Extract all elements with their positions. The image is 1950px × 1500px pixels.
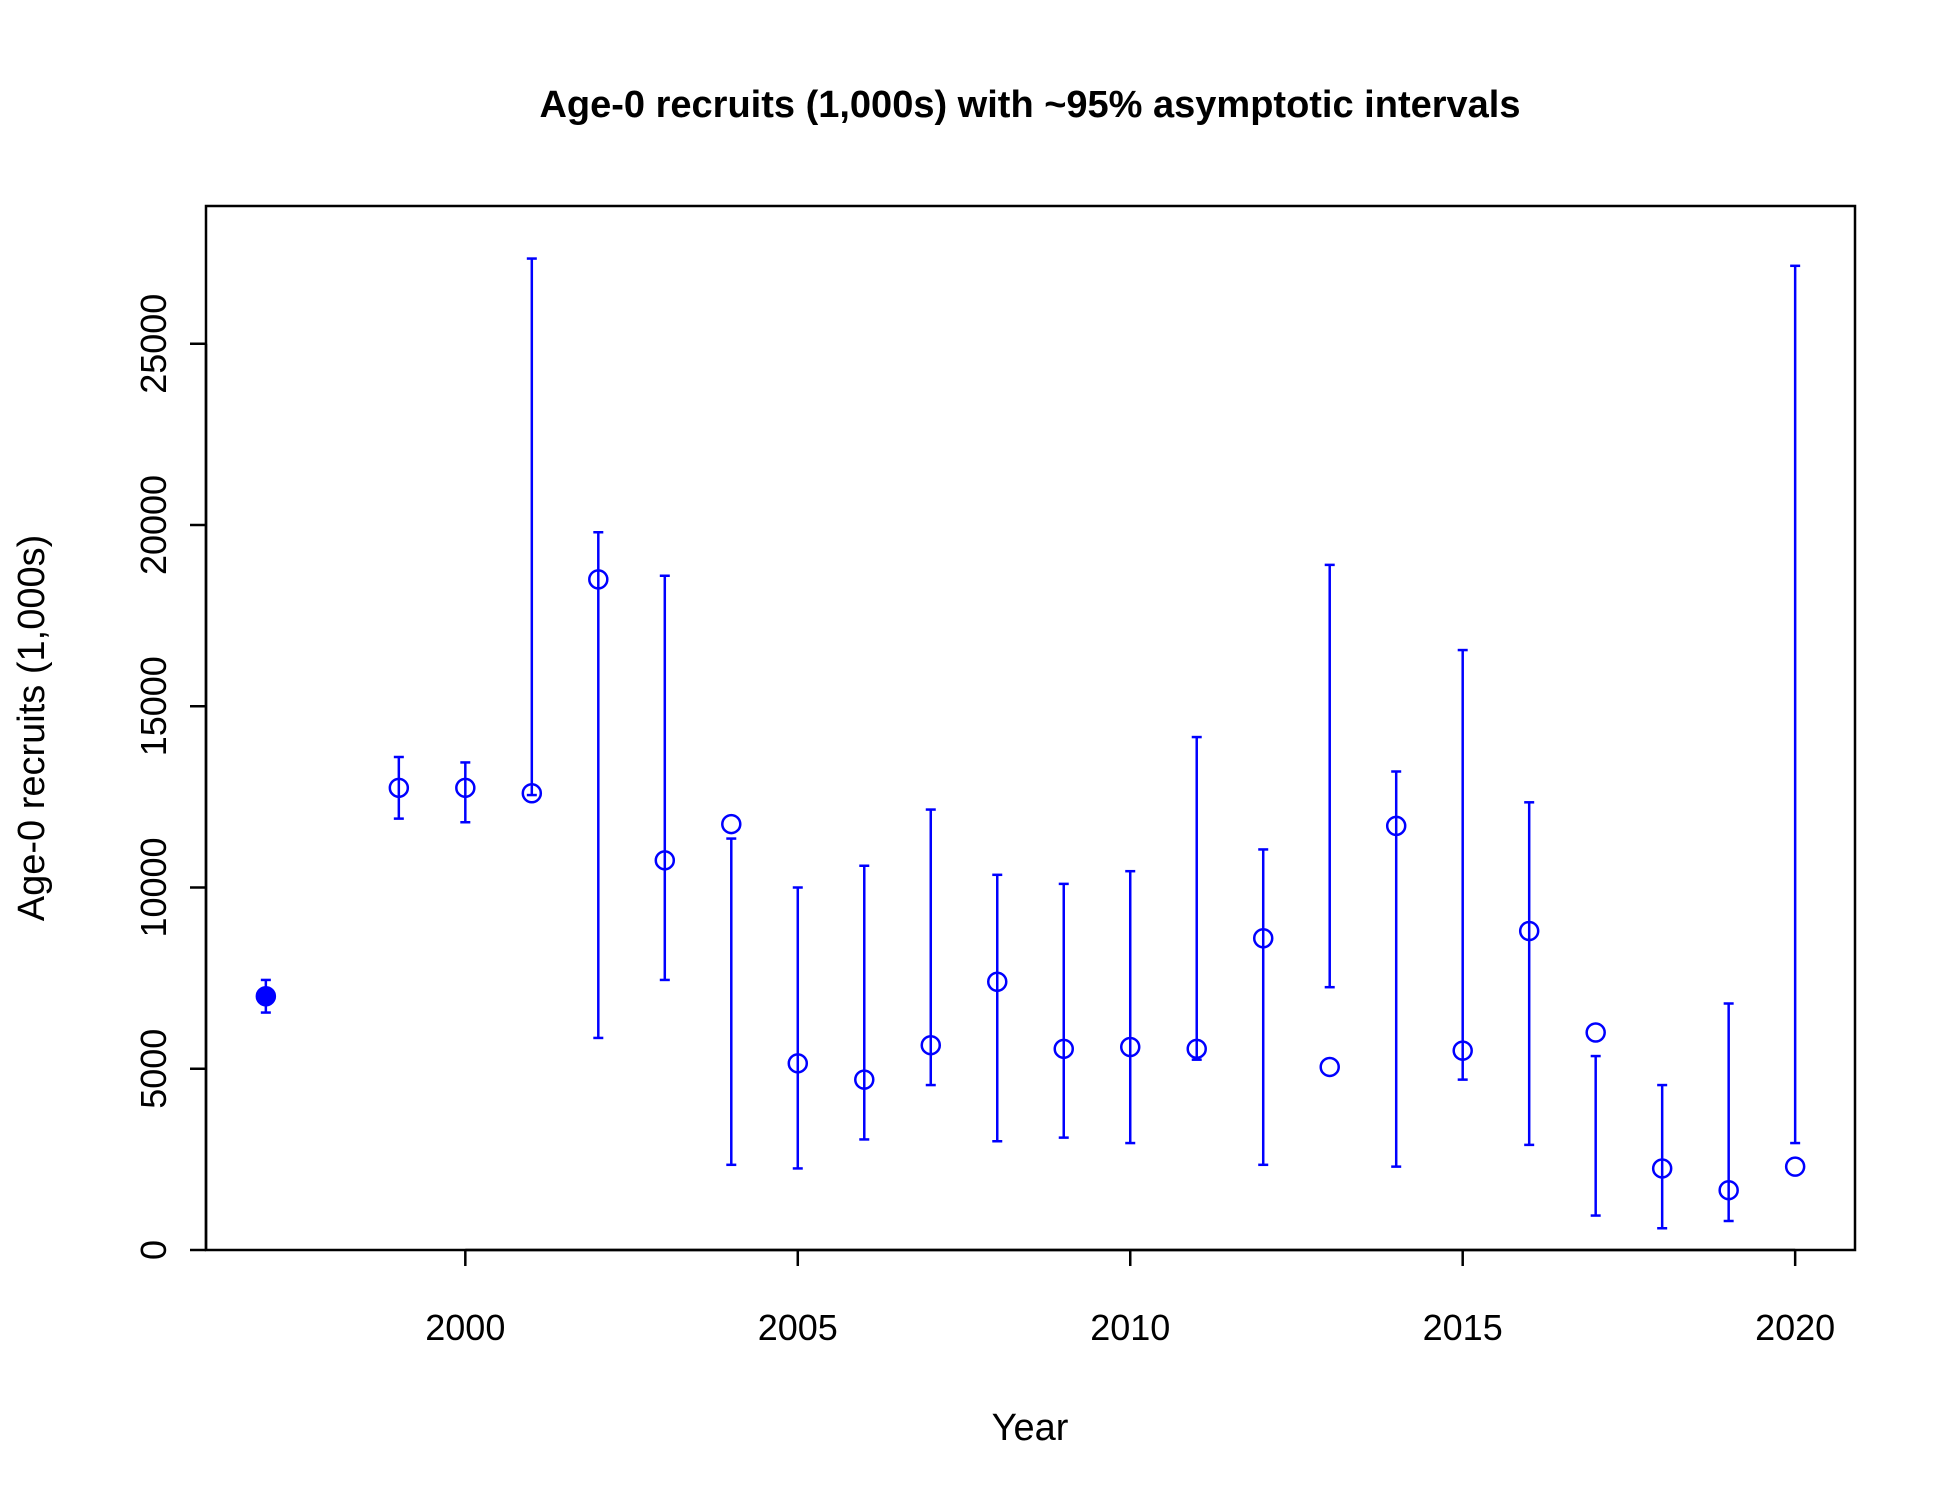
y-tick-label-10000: 10000 [133, 837, 174, 937]
y-tick-label-25000: 25000 [133, 294, 174, 394]
point-1999 [388, 777, 410, 799]
x-tick-label-2015: 2015 [1423, 1307, 1503, 1348]
point-2004 [721, 813, 742, 835]
point-2007 [920, 1034, 942, 1056]
point-2012 [1252, 928, 1274, 949]
y-axis-label: Age-0 recruits (1,000s) [11, 535, 53, 922]
x-tick-label-2005: 2005 [758, 1307, 838, 1348]
x-tick-label-2010: 2010 [1090, 1307, 1170, 1348]
point-2010 [1119, 1036, 1141, 1058]
y-tick-label-0: 0 [133, 1240, 174, 1260]
y-axis: 0 5000 10000 15000 20000 25000 [133, 294, 208, 1260]
point-2005 [787, 1053, 809, 1074]
x-tick-label-2020: 2020 [1755, 1307, 1835, 1348]
plot-frame [204, 204, 1857, 1252]
chart-title: Age-0 recruits (1,000s) with ~95% asympt… [539, 84, 1520, 126]
x-axis-label: Year [992, 1407, 1069, 1449]
point-2017 [1585, 1022, 1606, 1043]
x-tick-label-2000: 2000 [425, 1307, 505, 1348]
point-2014 [1385, 815, 1407, 837]
point-2003 [654, 850, 676, 871]
point-2015 [1452, 1040, 1473, 1061]
point-2018 [1651, 1158, 1673, 1179]
point-2006 [854, 1069, 875, 1090]
y-tick-label-5000: 5000 [133, 1029, 174, 1109]
point-2002 [588, 569, 609, 590]
point-2013 [1319, 1056, 1340, 1078]
point-2000 [455, 777, 476, 799]
y-tick-label-15000: 15000 [133, 656, 174, 756]
point-2016 [1518, 920, 1540, 942]
point-2008 [987, 971, 1008, 992]
point-2020 [1784, 1156, 1806, 1177]
recruits-series [255, 257, 1806, 1230]
point-2001 [521, 783, 543, 804]
point-1997 [255, 986, 277, 1007]
point-2009 [1053, 1038, 1074, 1060]
x-axis: 2000 2005 2010 2015 2020 [425, 1248, 1835, 1348]
point-2011 [1186, 1038, 1207, 1060]
y-tick-label-20000: 20000 [133, 475, 174, 575]
point-2019 [1718, 1179, 1739, 1201]
